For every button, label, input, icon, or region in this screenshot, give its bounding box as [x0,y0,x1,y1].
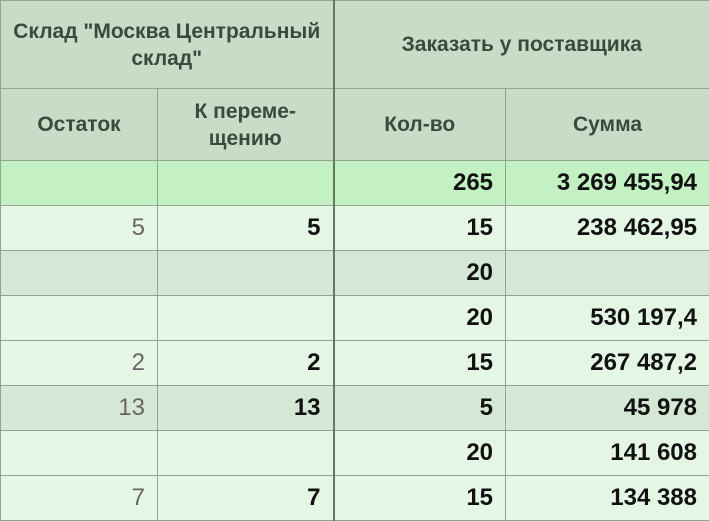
sum-cell: 530 197,4 [506,296,709,341]
sum-cell: 3 269 455,94 [506,161,709,206]
stock-cell: 2 [1,341,158,386]
sum-cell: 238 462,95 [506,206,709,251]
stock-cell [1,251,158,296]
qty-cell: 15 [334,341,506,386]
to-transfer-cell: 13 [158,386,334,431]
sum-cell: 267 487,2 [506,341,709,386]
qty-cell: 15 [334,476,506,521]
sum-cell: 141 608 [506,431,709,476]
stock-cell [1,161,158,206]
sum-cell: 45 978 [506,386,709,431]
sum-column-header: Сумма [506,89,709,161]
stock-cell: 7 [1,476,158,521]
qty-cell: 20 [334,251,506,296]
qty-cell: 20 [334,296,506,341]
to-transfer-cell [158,431,334,476]
qty-column-header: Кол-во [334,89,506,161]
table-row: 20 [1,251,709,296]
to-transfer-cell [158,161,334,206]
to-transfer-cell: 7 [158,476,334,521]
to-transfer-cell: 5 [158,206,334,251]
to-transfer-cell [158,251,334,296]
sum-cell: 134 388 [506,476,709,521]
qty-cell: 20 [334,431,506,476]
to-transfer-cell: 2 [158,341,334,386]
stock-cell: 5 [1,206,158,251]
stock-cell [1,431,158,476]
warehouse-group-header: Склад "Москва Центральный склад" [1,1,334,89]
sum-cell [506,251,709,296]
to-transfer-cell [158,296,334,341]
qty-cell: 265 [334,161,506,206]
stock-cell: 13 [1,386,158,431]
supplier-order-group-header: Заказать у поставщика [334,1,709,89]
header-row-groups: Склад "Москва Центральный склад" Заказат… [1,1,709,89]
qty-cell: 5 [334,386,506,431]
stock-column-header: Остаток [1,89,158,161]
qty-cell: 15 [334,206,506,251]
to-transfer-column-header: К переме-щению [158,89,334,161]
stock-cell [1,296,158,341]
header-row-columns: Остаток К переме-щению Кол-во Сумма [1,89,709,161]
